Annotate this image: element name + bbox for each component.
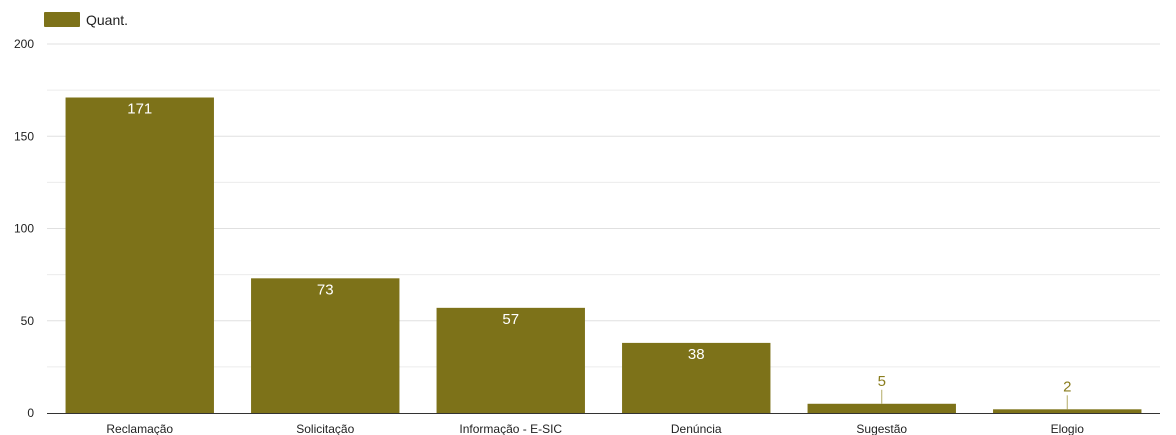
y-tick-label: 150 <box>14 129 34 143</box>
y-axis: 0 50 100 150 200 <box>14 37 34 420</box>
x-tick-label: Solicitação <box>296 422 354 435</box>
data-label: 73 <box>317 281 334 298</box>
gridlines <box>47 43 1160 368</box>
bar <box>622 342 771 413</box>
data-label: 2 <box>1063 378 1071 395</box>
data-label: 5 <box>878 373 886 390</box>
bar <box>807 403 956 413</box>
bar <box>251 278 400 413</box>
bar <box>65 97 214 413</box>
bar <box>993 409 1142 413</box>
legend: Quant. <box>44 12 128 28</box>
y-tick-label: 50 <box>21 314 35 328</box>
bars <box>65 97 1142 413</box>
legend-label: Quant. <box>86 12 128 28</box>
data-label: 57 <box>502 311 519 328</box>
x-tick-label: Informação - E-SIC <box>459 422 562 435</box>
legend-swatch <box>44 12 80 27</box>
data-label: 38 <box>688 346 705 363</box>
y-tick-label: 0 <box>27 406 34 420</box>
x-tick-label: Denúncia <box>671 422 722 435</box>
bar <box>436 307 585 413</box>
x-tick-label: Elogio <box>1051 422 1085 435</box>
x-tick-label: Sugestão <box>856 422 907 435</box>
y-tick-label: 100 <box>14 222 34 236</box>
data-labels: 171 73 57 38 5 2 <box>127 101 1071 410</box>
x-axis: Reclamação Solicitação Informação - E-SIC D… <box>47 413 1160 435</box>
y-tick-label: 200 <box>14 37 34 51</box>
data-label: 171 <box>127 101 152 118</box>
x-tick-label: Reclamação <box>106 422 173 435</box>
